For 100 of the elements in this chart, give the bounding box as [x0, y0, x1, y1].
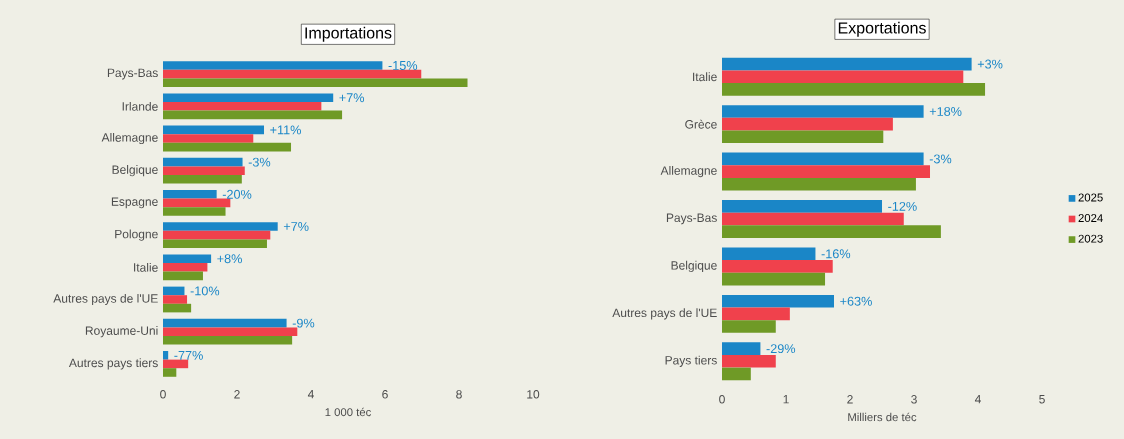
x-tick-label: 8 — [456, 390, 462, 399]
annotation: +11% — [270, 125, 301, 135]
bar — [163, 368, 177, 377]
y-tick-label: Espagne — [111, 197, 158, 209]
y-tick-label: Pays-Bas — [666, 213, 717, 225]
bar — [722, 177, 916, 191]
bar — [722, 294, 835, 308]
bar — [163, 222, 278, 231]
y-tick-label: Pays-Bas — [107, 68, 158, 80]
y-tick-label: Royaume-Uni — [85, 326, 158, 338]
bar — [163, 190, 217, 199]
x-axis-title: Milliers de téc — [848, 412, 917, 422]
bar — [722, 57, 972, 71]
bar — [722, 105, 924, 118]
bar — [163, 230, 271, 240]
bar — [722, 70, 964, 84]
bar — [722, 354, 776, 368]
annotation: +8% — [217, 254, 242, 264]
bar — [163, 351, 169, 360]
x-tick-label: 10 — [527, 390, 540, 399]
bar — [722, 130, 884, 144]
bar — [163, 335, 293, 345]
bar — [163, 327, 298, 336]
x-tick-label: 0 — [160, 390, 166, 399]
bar — [722, 260, 833, 273]
annotation: -3% — [248, 157, 271, 167]
legend-label: 2024 — [1078, 214, 1103, 223]
bar — [722, 367, 751, 381]
annotation: -20% — [222, 189, 252, 199]
bar — [163, 254, 212, 264]
y-tick-label: Autres pays de l'UE — [53, 293, 158, 306]
annotation: -16% — [821, 249, 851, 259]
bar — [163, 61, 383, 70]
y-tick-label: Pologne — [115, 229, 158, 241]
x-tick-label: 3 — [911, 395, 917, 404]
bar — [722, 342, 761, 355]
bar — [163, 166, 245, 175]
x-tick-label: 4 — [974, 395, 981, 404]
bar — [163, 207, 226, 216]
annotation: -77% — [174, 350, 203, 360]
y-tick-label: Belgique — [671, 260, 717, 273]
annotation: +3% — [977, 59, 1003, 69]
bar — [163, 125, 265, 135]
bar — [722, 225, 941, 238]
bar — [163, 239, 267, 248]
annotation: -10% — [190, 286, 220, 296]
y-tick-label: Pays tiers — [665, 355, 717, 367]
y-tick-label: Italie — [693, 72, 717, 82]
bar — [163, 295, 188, 304]
annotation: +7% — [339, 93, 365, 103]
x-axis-title: 1 000 téc — [325, 407, 372, 417]
annotation: +7% — [283, 222, 309, 231]
x-tick-label: 5 — [1039, 395, 1045, 404]
y-tick-label: Autres pays de l'UE — [612, 308, 717, 320]
bar — [722, 83, 986, 96]
bar — [163, 263, 208, 272]
x-tick-label: 2 — [234, 390, 240, 399]
bar — [722, 200, 883, 213]
y-tick-label: Italie — [134, 262, 158, 272]
x-tick-label: 4 — [307, 390, 314, 399]
y-tick-label: Allemagne — [660, 165, 717, 178]
bar — [722, 165, 931, 178]
bar — [722, 212, 904, 226]
bar — [163, 69, 422, 79]
bar — [163, 134, 254, 143]
bar — [163, 78, 468, 87]
bar — [722, 307, 790, 321]
bar — [163, 102, 322, 111]
annotation: +18% — [929, 107, 962, 116]
y-tick-label: Allemagne — [101, 132, 158, 145]
x-tick-label: 6 — [382, 390, 388, 399]
bar — [163, 157, 243, 167]
annotation: -12% — [888, 201, 917, 211]
x-tick-label: 1 — [783, 395, 789, 404]
chart-title: Importations — [305, 26, 392, 42]
annotation: -9% — [292, 318, 315, 328]
annotation: +63% — [840, 296, 872, 306]
legend-label: 2023 — [1078, 234, 1103, 243]
y-tick-label: Irlande — [122, 101, 158, 111]
bar — [163, 142, 292, 152]
bar — [163, 286, 185, 296]
bar — [163, 110, 343, 120]
bar — [722, 272, 826, 286]
x-tick-label: 2 — [847, 395, 853, 404]
chart-title: Exportations — [838, 21, 926, 37]
annotation: -29% — [766, 344, 796, 354]
bar — [722, 117, 893, 131]
bar — [163, 93, 334, 103]
bar — [163, 303, 192, 313]
bar — [163, 318, 287, 328]
bar — [722, 247, 816, 261]
y-tick-label: Autres pays tiers — [68, 358, 158, 370]
bar — [163, 359, 189, 369]
y-tick-label: Grèce — [685, 119, 717, 129]
bar — [163, 198, 231, 208]
annotation: -15% — [388, 61, 418, 70]
bar — [722, 320, 776, 333]
x-tick-label: 0 — [719, 395, 725, 404]
annotation: -3% — [929, 154, 952, 164]
bar — [163, 174, 242, 184]
